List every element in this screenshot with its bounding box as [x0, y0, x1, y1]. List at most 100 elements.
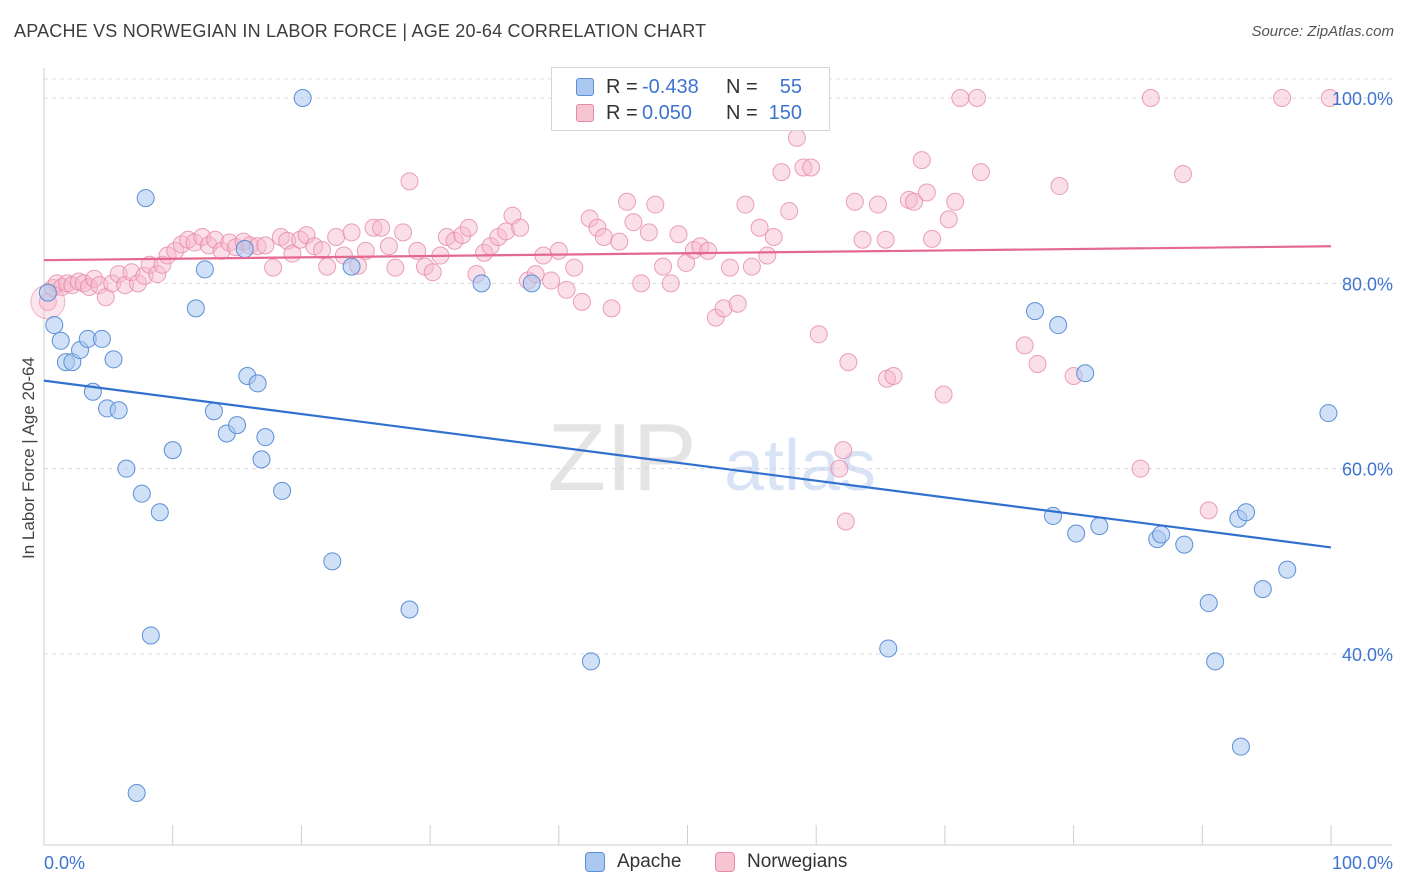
norwegians-point — [128, 274, 147, 293]
norwegians-point — [946, 192, 965, 211]
norwegians-point — [780, 202, 799, 221]
watermark-zip: ZIP — [547, 404, 696, 511]
norwegians-point — [764, 228, 783, 246]
norwegians-point — [951, 89, 970, 107]
norwegians-point — [618, 192, 637, 211]
norwegians-point — [830, 459, 849, 478]
norwegians-point — [549, 241, 568, 260]
legend-item-norwegians[interactable]: Norwegians — [715, 851, 847, 873]
source-label: Source: ZipAtlas.com — [1251, 23, 1394, 40]
apache-point — [136, 189, 155, 208]
legend-norwegians-label: Norwegians — [747, 851, 848, 872]
apache-point — [117, 459, 136, 478]
y-tick-label: 40.0% — [1342, 645, 1393, 665]
norwegians-point — [453, 226, 472, 245]
norwegians-point — [511, 218, 530, 237]
norwegians-point — [794, 158, 813, 177]
norwegians-point — [632, 274, 651, 293]
norwegians-point — [853, 230, 872, 249]
apache-point — [1206, 652, 1225, 671]
apache-point — [186, 299, 205, 318]
series-legend: Apache Norwegians — [0, 851, 1406, 877]
norwegians-point — [706, 308, 725, 327]
norwegians-point — [1173, 164, 1192, 183]
norwegians-point — [736, 195, 755, 214]
norwegians-point — [356, 241, 375, 260]
norwegians-point — [923, 229, 942, 248]
apache-point — [293, 89, 312, 107]
norwegians-point — [836, 512, 855, 531]
norwegians-point — [868, 195, 887, 214]
y-tick-label: 80.0% — [1342, 274, 1393, 294]
apache-n-label: N = — [726, 75, 758, 98]
norwegians-point — [423, 263, 442, 282]
norwegians-point — [572, 292, 591, 311]
norwegians-point — [839, 353, 858, 372]
apache-point — [1253, 580, 1272, 599]
norwegians-point — [594, 228, 613, 246]
norwegians-point — [639, 223, 658, 242]
norwegians-point — [140, 255, 159, 274]
apache-point — [141, 626, 160, 645]
norwegians-point — [661, 274, 680, 293]
norwegians-point — [809, 325, 828, 344]
apache-point — [323, 552, 342, 571]
apache-point — [1067, 524, 1086, 543]
norwegians-point — [342, 223, 361, 242]
norwegians-r-label: R = — [606, 101, 638, 124]
apache-point — [150, 503, 169, 522]
norwegians-point — [669, 225, 688, 244]
norwegians-point — [934, 385, 953, 404]
y-tick-label: 60.0% — [1342, 460, 1393, 480]
apache-point — [132, 484, 151, 503]
axis-layer — [43, 68, 1392, 846]
apache-point — [1152, 525, 1171, 544]
apache-point — [195, 260, 214, 279]
norwegians-point — [364, 218, 383, 237]
norwegians-point — [588, 218, 607, 237]
legend-item-apache[interactable]: Apache — [585, 851, 681, 873]
norwegians-point — [802, 158, 821, 177]
apache-point — [472, 274, 491, 293]
norwegians-point — [772, 163, 791, 182]
y-tick-label: 100.0% — [1332, 89, 1393, 109]
apache-point — [1278, 560, 1297, 579]
legend-apache-swatch — [585, 852, 605, 872]
apache-point — [38, 283, 57, 302]
apache-point — [1231, 737, 1250, 756]
norwegians-trend-line — [43, 245, 1332, 262]
norwegians-point — [497, 222, 516, 241]
norwegians-n-label: N = — [726, 101, 758, 124]
norwegians-point — [379, 237, 398, 256]
apache-point — [248, 374, 267, 393]
norwegians-point — [400, 172, 419, 191]
norwegians-point — [912, 151, 931, 170]
apache-point — [1237, 503, 1256, 522]
norwegians-point — [394, 223, 413, 242]
norwegians-point — [1050, 177, 1069, 196]
apache-point — [51, 331, 70, 350]
norwegians-point — [884, 367, 903, 385]
norwegians-point — [905, 192, 924, 211]
apache-point — [522, 274, 541, 293]
apache-point — [342, 257, 361, 276]
norwegians-point — [542, 271, 561, 290]
norwegians-point — [264, 258, 283, 277]
apache-points — [38, 89, 1338, 802]
stats-row-norwegians: R = 0.050 N = 150 — [576, 101, 802, 125]
norwegians-point — [148, 265, 167, 284]
apache-point — [228, 416, 247, 435]
norwegians-point — [602, 299, 621, 318]
apache-point — [1076, 364, 1095, 383]
apache-point — [1090, 517, 1109, 536]
norwegians-point — [372, 218, 391, 237]
norwegians-point — [256, 236, 275, 255]
norwegians-point — [327, 228, 346, 246]
norwegians-point — [971, 163, 990, 182]
norwegians-point — [1015, 336, 1034, 355]
norwegians-point — [720, 258, 739, 277]
norwegians-point — [475, 243, 494, 262]
norwegians-point — [787, 128, 806, 147]
apache-swatch — [576, 78, 594, 96]
apache-point — [104, 350, 123, 369]
